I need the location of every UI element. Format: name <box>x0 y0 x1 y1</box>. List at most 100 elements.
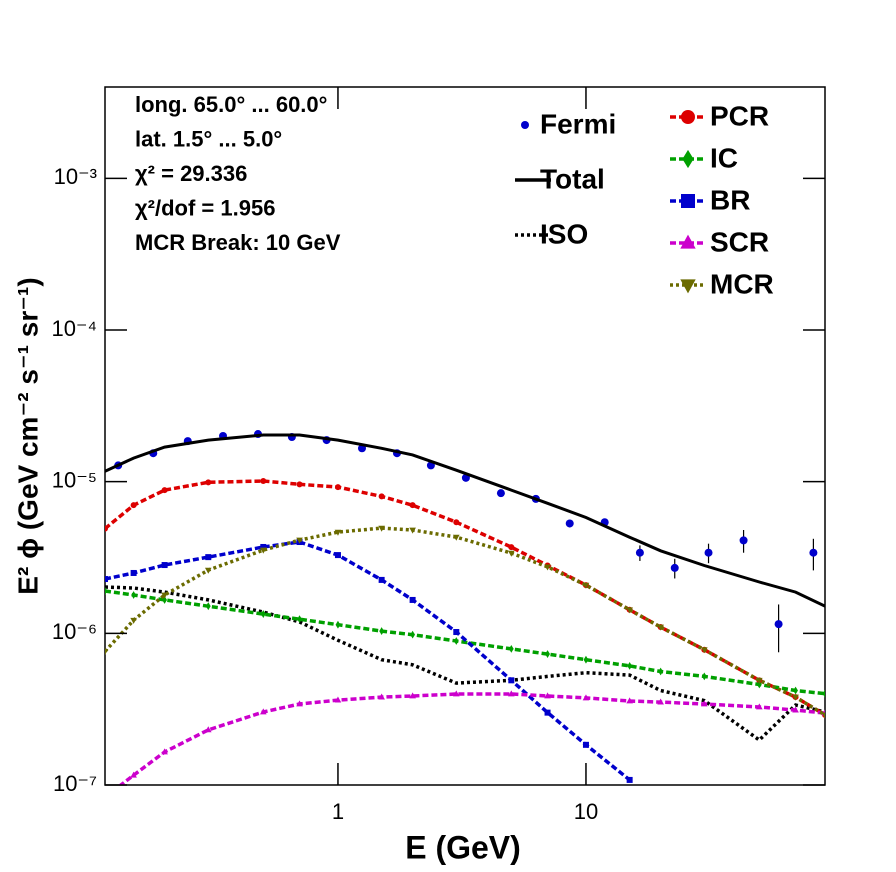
legend-marker <box>680 279 696 294</box>
marker <box>508 544 515 551</box>
marker <box>544 692 551 699</box>
marker <box>657 624 664 631</box>
marker <box>635 548 644 557</box>
marker <box>821 712 825 719</box>
marker <box>626 776 633 783</box>
marker <box>378 576 385 583</box>
marker <box>378 525 385 532</box>
legend-label: Fermi <box>540 108 616 139</box>
legend-label: Total <box>540 163 605 194</box>
marker <box>756 703 763 710</box>
marker <box>756 680 762 689</box>
marker <box>131 591 137 599</box>
legend-entry: ISO <box>515 218 588 249</box>
y-tick-label: 10⁻⁷ <box>53 771 97 796</box>
legend-entry: SCR <box>670 226 769 257</box>
x-axis-title: E (GeV) <box>405 829 521 865</box>
legend-marker <box>681 110 695 124</box>
marker <box>205 479 212 486</box>
marker <box>334 529 342 536</box>
marker <box>105 649 109 656</box>
marker <box>544 564 551 571</box>
marker <box>260 543 267 550</box>
marker <box>296 537 303 544</box>
y-tick-label: 10⁻³ <box>54 164 97 189</box>
marker <box>105 576 108 583</box>
marker <box>204 567 212 574</box>
marker <box>565 519 574 528</box>
legend-marker <box>521 121 529 129</box>
marker <box>378 493 385 500</box>
marker <box>792 694 799 701</box>
marker <box>809 548 818 557</box>
legend-marker <box>680 234 696 249</box>
marker <box>582 582 590 589</box>
marker <box>130 569 137 576</box>
marker <box>508 550 515 557</box>
marker <box>545 650 550 658</box>
legend-marker <box>681 194 695 208</box>
marker <box>453 629 460 636</box>
marker <box>105 587 108 595</box>
legend-entry: PCR <box>670 100 769 131</box>
marker <box>296 481 303 488</box>
marker <box>130 502 137 509</box>
legend-marker <box>682 149 694 169</box>
marker <box>582 694 590 701</box>
series-line <box>105 433 825 608</box>
marker <box>774 620 783 629</box>
marker <box>204 726 212 733</box>
marker <box>626 697 633 704</box>
marker <box>792 706 799 713</box>
marker <box>453 637 459 645</box>
legend-entry: Fermi <box>521 108 616 139</box>
annotation: lat. 1.5° ... 5.0° <box>135 126 282 151</box>
legend-label: ISO <box>540 218 588 249</box>
marker <box>161 487 168 494</box>
annotation: χ² = 29.336 <box>135 161 247 186</box>
legend-label: BR <box>710 184 750 215</box>
y-tick-label: 10⁻⁵ <box>52 467 97 492</box>
marker <box>583 655 589 664</box>
marker <box>453 519 460 526</box>
marker <box>130 617 137 624</box>
x-tick-label: 1 <box>332 799 344 824</box>
marker <box>334 552 341 559</box>
marker <box>130 771 137 778</box>
marker <box>756 677 763 684</box>
marker <box>508 690 515 697</box>
series-line <box>105 540 631 782</box>
marker <box>410 630 416 639</box>
marker <box>822 689 825 698</box>
x-tick-label: 10 <box>574 799 598 824</box>
plot-frame <box>104 86 826 786</box>
marker <box>452 690 460 697</box>
marker <box>658 667 664 676</box>
marker <box>297 615 302 624</box>
annotation: χ²/dof = 1.956 <box>135 195 275 220</box>
marker <box>334 696 342 703</box>
legend-label: PCR <box>710 100 769 131</box>
marker <box>739 536 748 545</box>
marker <box>409 527 416 534</box>
marker <box>701 672 707 681</box>
annotation: MCR Break: 10 GeV <box>135 230 341 255</box>
legend-entry: MCR <box>670 268 774 299</box>
marker <box>259 708 267 715</box>
y-tick-label: 10⁻⁶ <box>52 619 97 644</box>
marker <box>793 686 798 695</box>
y-tick-label: 10⁻⁴ <box>51 316 97 341</box>
legend-entry: Total <box>515 163 605 194</box>
marker <box>161 748 168 755</box>
marker <box>701 647 708 654</box>
y-axis-title: E² ϕ (GeV cm⁻² s⁻¹ sr⁻¹) <box>12 277 43 594</box>
marker <box>205 602 211 611</box>
marker <box>544 709 551 716</box>
legend-entry: BR <box>670 184 750 215</box>
legend-entry: IC <box>670 142 738 173</box>
marker <box>296 700 303 707</box>
marker <box>335 620 341 629</box>
